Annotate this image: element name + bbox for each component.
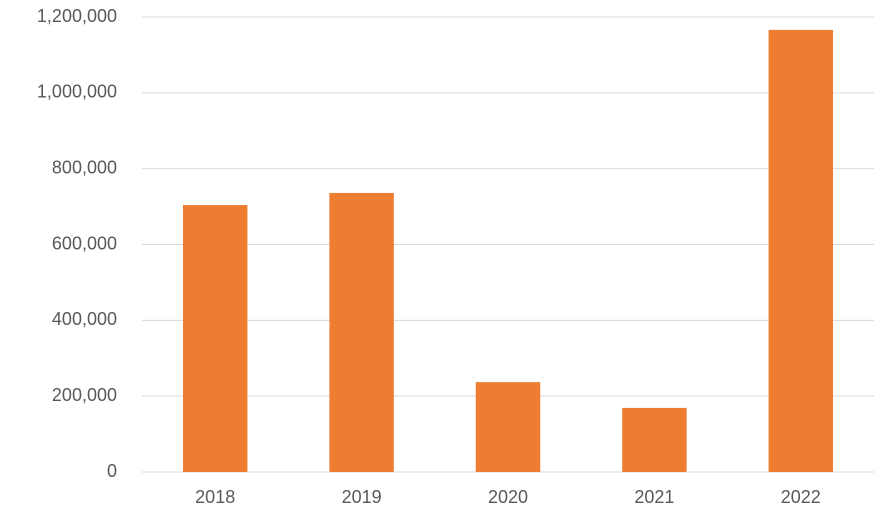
x-tick-label: 2018 xyxy=(195,487,235,507)
x-tick-label: 2021 xyxy=(634,487,674,507)
y-tick-label: 800,000 xyxy=(52,157,117,177)
bar xyxy=(182,205,248,473)
bar xyxy=(768,29,834,473)
bar xyxy=(622,407,687,472)
y-tick-label: 1,000,000 xyxy=(37,82,117,102)
y-tick-label: 400,000 xyxy=(52,309,117,329)
bar xyxy=(475,382,541,472)
bar xyxy=(329,192,394,472)
x-tick-label: 2022 xyxy=(781,487,821,507)
y-tick-label: 600,000 xyxy=(52,233,117,253)
x-tick-label: 2019 xyxy=(342,487,382,507)
x-tick-label: 2020 xyxy=(488,487,528,507)
y-tick-label: 0 xyxy=(107,461,117,481)
y-tick-label: 1,200,000 xyxy=(37,6,117,26)
y-tick-label: 200,000 xyxy=(52,385,117,405)
